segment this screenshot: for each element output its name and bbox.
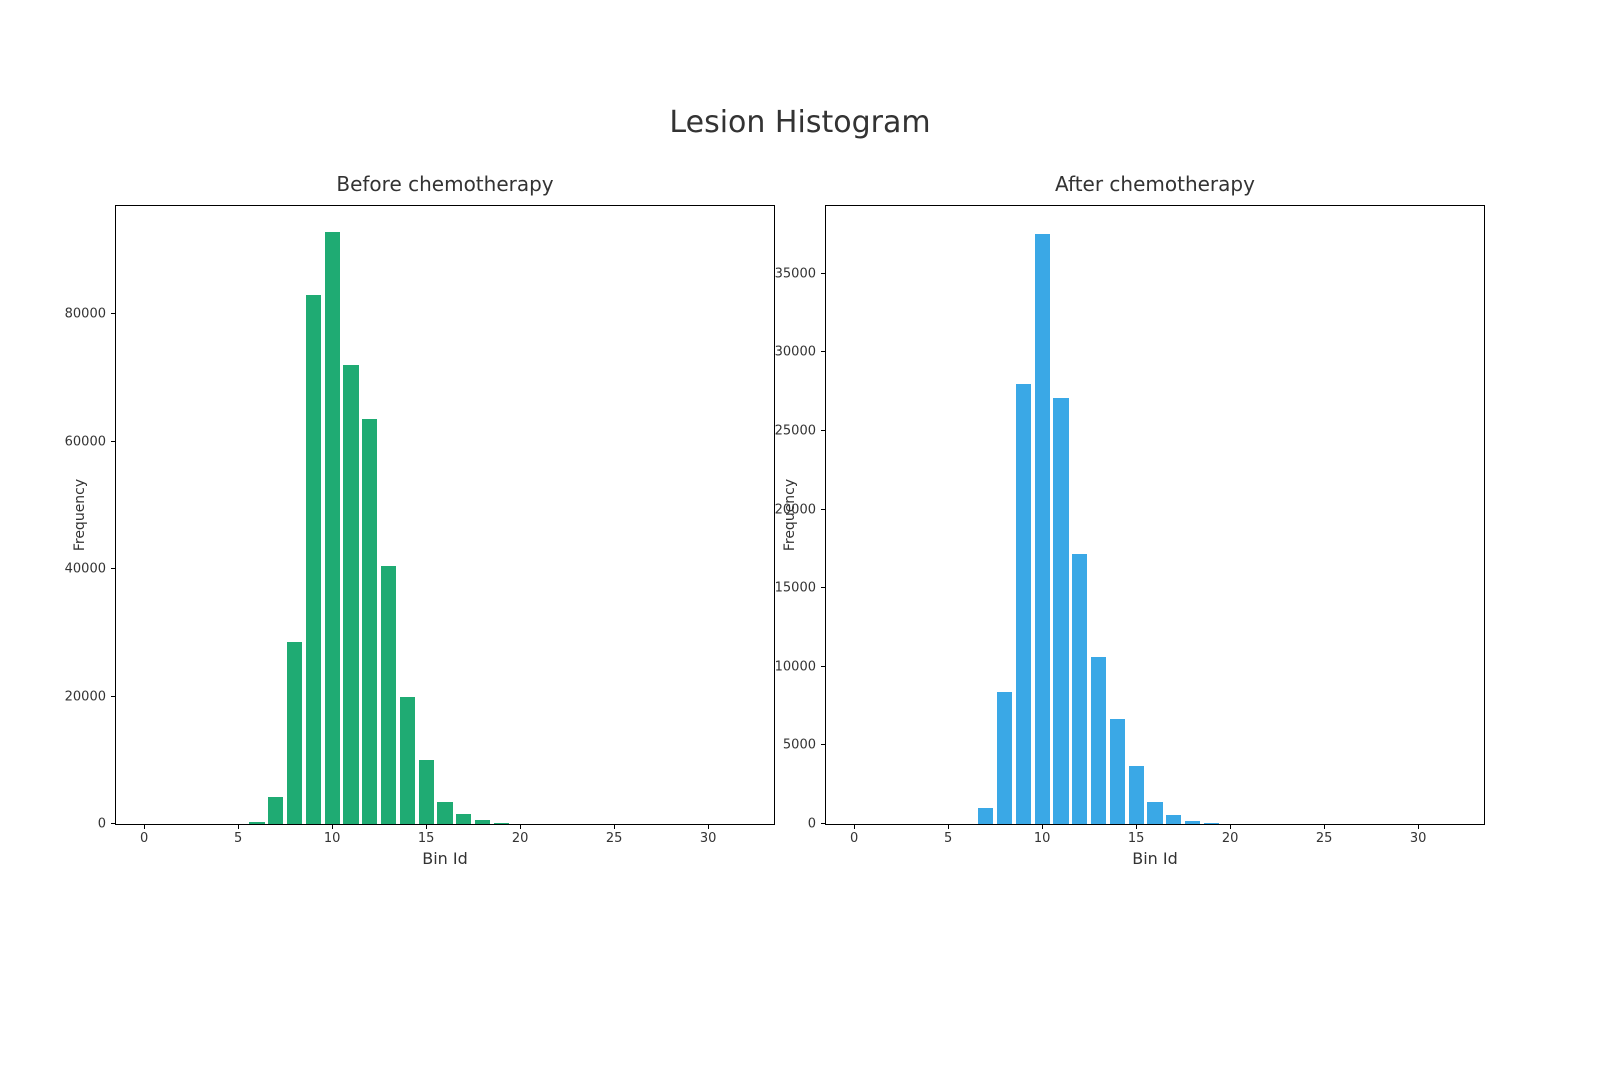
panel-after-xlabel: Bin Id xyxy=(826,849,1484,868)
xtick-mark xyxy=(614,824,615,829)
ytick-label: 0 xyxy=(808,817,816,832)
ytick-label: 15000 xyxy=(775,581,816,596)
xtick-mark xyxy=(1136,824,1137,829)
histogram-bar xyxy=(287,642,302,824)
xtick-label: 5 xyxy=(234,831,242,846)
panel-after: After chemotherapy Frequency Bin Id 0510… xyxy=(825,205,1485,825)
xtick-label: 25 xyxy=(1316,831,1333,846)
histogram-bar xyxy=(419,760,434,824)
histogram-bar xyxy=(978,808,993,824)
histogram-bar xyxy=(1166,815,1181,824)
xtick-mark xyxy=(708,824,709,829)
ytick-mark xyxy=(111,313,116,314)
ytick-mark xyxy=(821,823,826,824)
xtick-mark xyxy=(1418,824,1419,829)
xtick-label: 25 xyxy=(606,831,623,846)
histogram-bar xyxy=(1185,821,1200,824)
ytick-mark xyxy=(111,823,116,824)
xtick-label: 0 xyxy=(850,831,858,846)
histogram-bar xyxy=(1110,719,1125,824)
xtick-label: 30 xyxy=(1410,831,1427,846)
histogram-bar xyxy=(1204,823,1219,824)
histogram-bar xyxy=(381,566,396,824)
ytick-mark xyxy=(111,696,116,697)
xtick-label: 10 xyxy=(1034,831,1051,846)
panel-before-title: Before chemotherapy xyxy=(116,172,774,196)
histogram-bar xyxy=(1016,384,1031,824)
ytick-label: 60000 xyxy=(65,434,106,449)
ytick-mark xyxy=(821,666,826,667)
histogram-bar xyxy=(437,802,452,824)
histogram-bar xyxy=(475,820,490,824)
ytick-label: 20000 xyxy=(775,502,816,517)
xtick-label: 10 xyxy=(324,831,341,846)
ytick-label: 5000 xyxy=(783,738,816,753)
xtick-mark xyxy=(332,824,333,829)
ytick-label: 35000 xyxy=(775,266,816,281)
ytick-label: 0 xyxy=(98,817,106,832)
panel-after-title: After chemotherapy xyxy=(826,172,1484,196)
ytick-mark xyxy=(821,509,826,510)
ytick-label: 25000 xyxy=(775,423,816,438)
histogram-bar xyxy=(456,814,471,824)
xtick-mark xyxy=(1324,824,1325,829)
xtick-label: 20 xyxy=(512,831,529,846)
histogram-bar xyxy=(1091,657,1106,824)
histogram-bar xyxy=(1035,234,1050,824)
ytick-mark xyxy=(821,273,826,274)
ytick-label: 40000 xyxy=(65,562,106,577)
panel-before: Before chemotherapy Frequency Bin Id 051… xyxy=(115,205,775,825)
xtick-label: 15 xyxy=(1128,831,1145,846)
ytick-mark xyxy=(821,744,826,745)
ytick-label: 10000 xyxy=(775,659,816,674)
xtick-label: 20 xyxy=(1222,831,1239,846)
panel-before-xlabel: Bin Id xyxy=(116,849,774,868)
histogram-bar xyxy=(1129,766,1144,824)
histogram-bar xyxy=(997,692,1012,824)
xtick-mark xyxy=(948,824,949,829)
histogram-bar xyxy=(362,419,377,824)
histogram-bar xyxy=(325,232,340,825)
xtick-mark xyxy=(144,824,145,829)
xtick-label: 0 xyxy=(140,831,148,846)
xtick-mark xyxy=(426,824,427,829)
histogram-bar xyxy=(306,295,321,824)
xtick-label: 15 xyxy=(418,831,435,846)
histogram-bar xyxy=(268,797,283,824)
xtick-mark xyxy=(238,824,239,829)
ytick-mark xyxy=(821,587,826,588)
figure: Lesion Histogram Before chemotherapy Fre… xyxy=(0,0,1600,1072)
xtick-label: 5 xyxy=(944,831,952,846)
figure-suptitle: Lesion Histogram xyxy=(0,105,1600,140)
histogram-bar xyxy=(343,365,358,824)
xtick-mark xyxy=(854,824,855,829)
panel-before-ylabel: Frequency xyxy=(72,479,88,551)
ytick-mark xyxy=(821,430,826,431)
histogram-bar xyxy=(249,822,264,824)
xtick-mark xyxy=(1230,824,1231,829)
xtick-mark xyxy=(1042,824,1043,829)
histogram-bar xyxy=(1147,802,1162,824)
ytick-mark xyxy=(111,441,116,442)
histogram-bar xyxy=(494,823,509,824)
ytick-mark xyxy=(111,568,116,569)
histogram-bar xyxy=(1053,398,1068,824)
histogram-bar xyxy=(400,697,415,824)
ytick-mark xyxy=(821,351,826,352)
ytick-label: 30000 xyxy=(775,345,816,360)
ytick-label: 20000 xyxy=(65,689,106,704)
ytick-label: 80000 xyxy=(65,307,106,322)
histogram-bar xyxy=(1072,554,1087,824)
xtick-mark xyxy=(520,824,521,829)
xtick-label: 30 xyxy=(700,831,717,846)
